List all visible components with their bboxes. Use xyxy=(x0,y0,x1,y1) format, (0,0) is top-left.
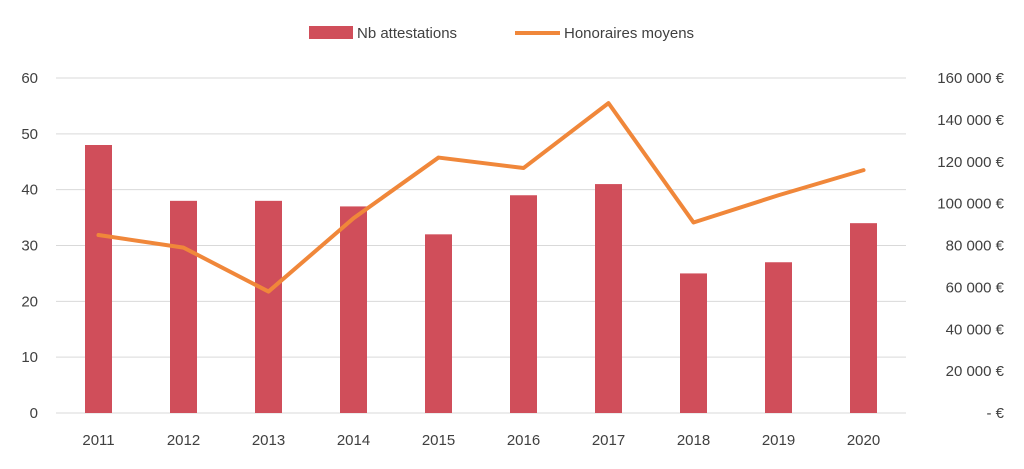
bar-2020 xyxy=(850,223,877,413)
x-tick-label: 2015 xyxy=(422,432,455,449)
legend-label-nb-attestations: Nb attestations xyxy=(357,25,457,42)
x-tick-label: 2014 xyxy=(337,432,370,449)
x-tick-label: 2017 xyxy=(592,432,625,449)
bar-2017 xyxy=(595,184,622,413)
left-tick-label: 10 xyxy=(21,349,38,366)
x-tick-label: 2013 xyxy=(252,432,285,449)
legend-label-honoraires-moyens: Honoraires moyens xyxy=(564,25,694,42)
gridlines xyxy=(56,77,906,414)
bar-2014 xyxy=(340,206,367,413)
left-tick-label: 20 xyxy=(21,293,38,310)
right-tick-label: 80 000 € xyxy=(946,238,1005,255)
x-axis-ticks: 2011 2012 2013 2014 2015 2016 2017 2018 2019 2020 xyxy=(82,432,880,449)
right-tick-label: 20 000 € xyxy=(946,363,1005,380)
x-tick-label: 2020 xyxy=(847,432,880,449)
right-tick-label: 40 000 € xyxy=(946,321,1005,338)
x-tick-label: 2016 xyxy=(507,432,540,449)
right-tick-label: 120 000 € xyxy=(937,154,1004,171)
line-series xyxy=(96,101,866,294)
bar-2016 xyxy=(510,195,537,413)
left-axis-ticks: 0 10 20 30 40 50 60 xyxy=(21,70,38,422)
left-tick-label: 60 xyxy=(21,70,38,87)
legend-swatch-nb-attestations xyxy=(309,26,353,39)
x-tick-label: 2011 xyxy=(82,432,114,449)
left-tick-label: 50 xyxy=(21,126,38,143)
right-tick-label: 160 000 € xyxy=(937,70,1004,87)
honoraires-line xyxy=(96,101,866,294)
right-tick-label: 100 000 € xyxy=(937,196,1004,213)
x-tick-label: 2018 xyxy=(677,432,710,449)
bar-2013 xyxy=(255,200,282,413)
legend: Nb attestations Honoraires moyens xyxy=(309,25,694,42)
left-tick-label: 40 xyxy=(21,182,38,199)
bar-2015 xyxy=(425,234,452,413)
x-tick-label: 2012 xyxy=(167,432,200,449)
bar-series xyxy=(85,145,877,413)
right-tick-label: 140 000 € xyxy=(937,112,1004,129)
bar-2018 xyxy=(680,273,707,413)
right-axis-ticks: - € 20 000 € 40 000 € 60 000 € 80 000 € 100 0… xyxy=(937,70,1004,422)
bar-2012 xyxy=(170,200,197,413)
x-tick-label: 2019 xyxy=(762,432,795,449)
right-tick-label: - € xyxy=(986,405,1004,422)
bar-2011 xyxy=(85,145,112,413)
right-tick-label: 60 000 € xyxy=(946,279,1005,296)
left-tick-label: 0 xyxy=(30,405,38,422)
bar-2019 xyxy=(765,262,792,413)
left-tick-label: 30 xyxy=(21,238,38,255)
